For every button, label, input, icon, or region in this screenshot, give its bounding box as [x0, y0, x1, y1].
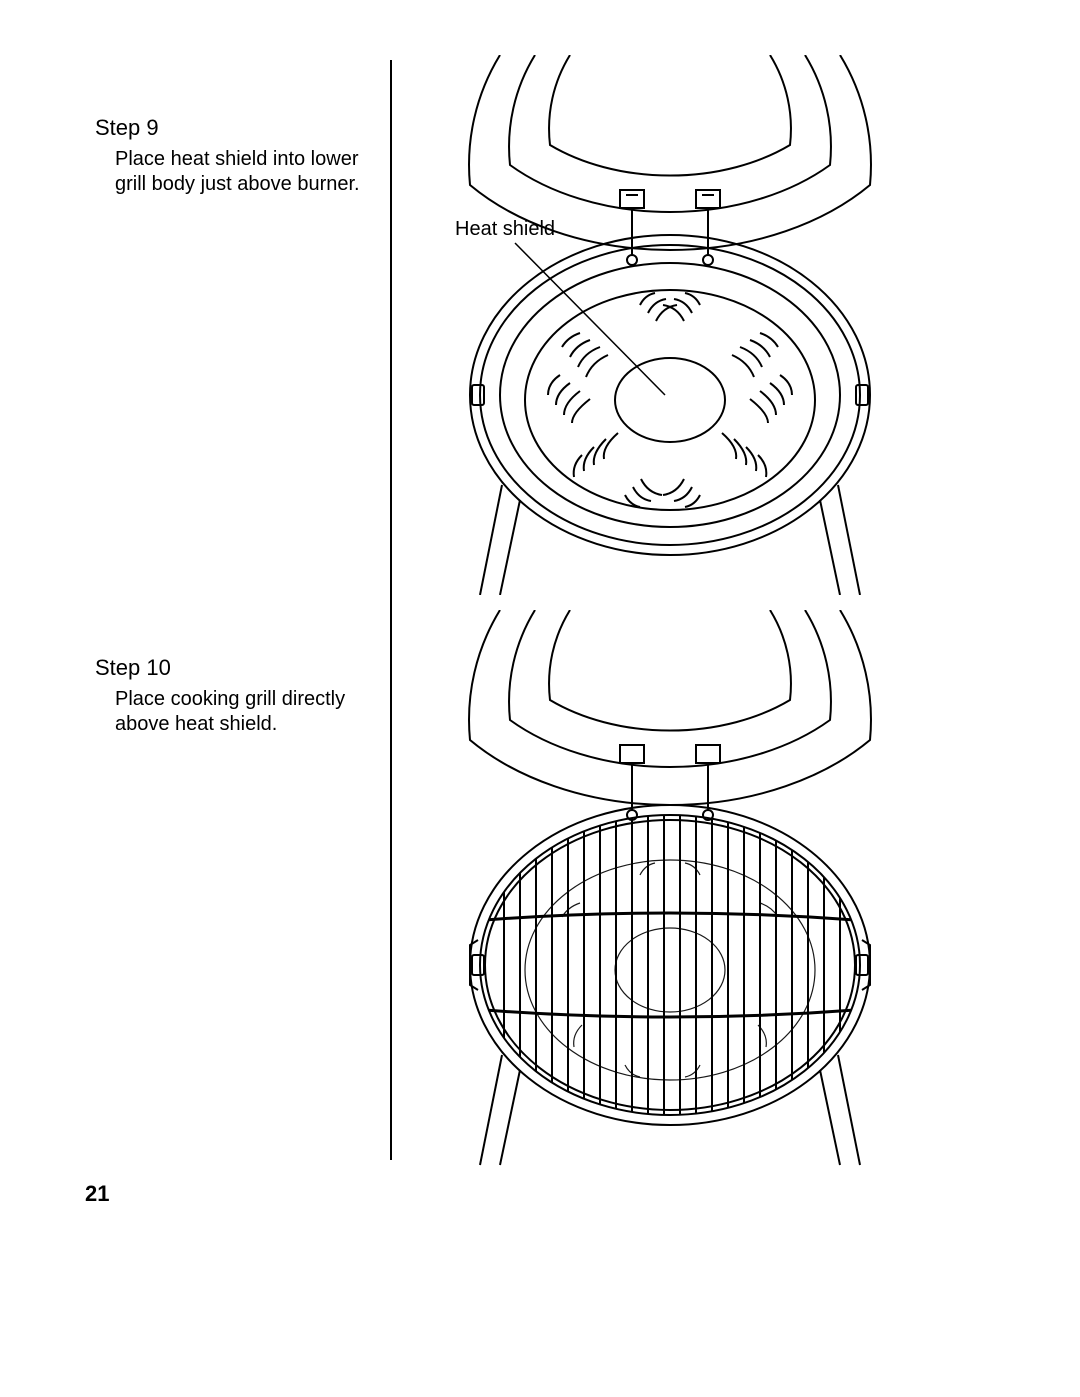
step-9-title: Step 9 [95, 115, 370, 141]
figure-step-9 [440, 55, 900, 595]
page-number: 21 [85, 1181, 109, 1207]
step-10-title: Step 10 [95, 655, 375, 681]
manual-page: Step 9 Place heat shield into lower gril… [0, 0, 1080, 1397]
grill-heat-shield-icon [440, 55, 900, 595]
grill-cooking-grate-icon [440, 610, 900, 1170]
step-9-block: Step 9 Place heat shield into lower gril… [95, 115, 370, 197]
figure-step-10 [440, 610, 900, 1170]
column-divider [390, 60, 392, 1160]
step-10-block: Step 10 Place cooking grill directly abo… [95, 655, 375, 737]
step-9-body: Place heat shield into lower grill body … [95, 147, 370, 197]
step-10-body: Place cooking grill directly above heat … [95, 687, 375, 737]
